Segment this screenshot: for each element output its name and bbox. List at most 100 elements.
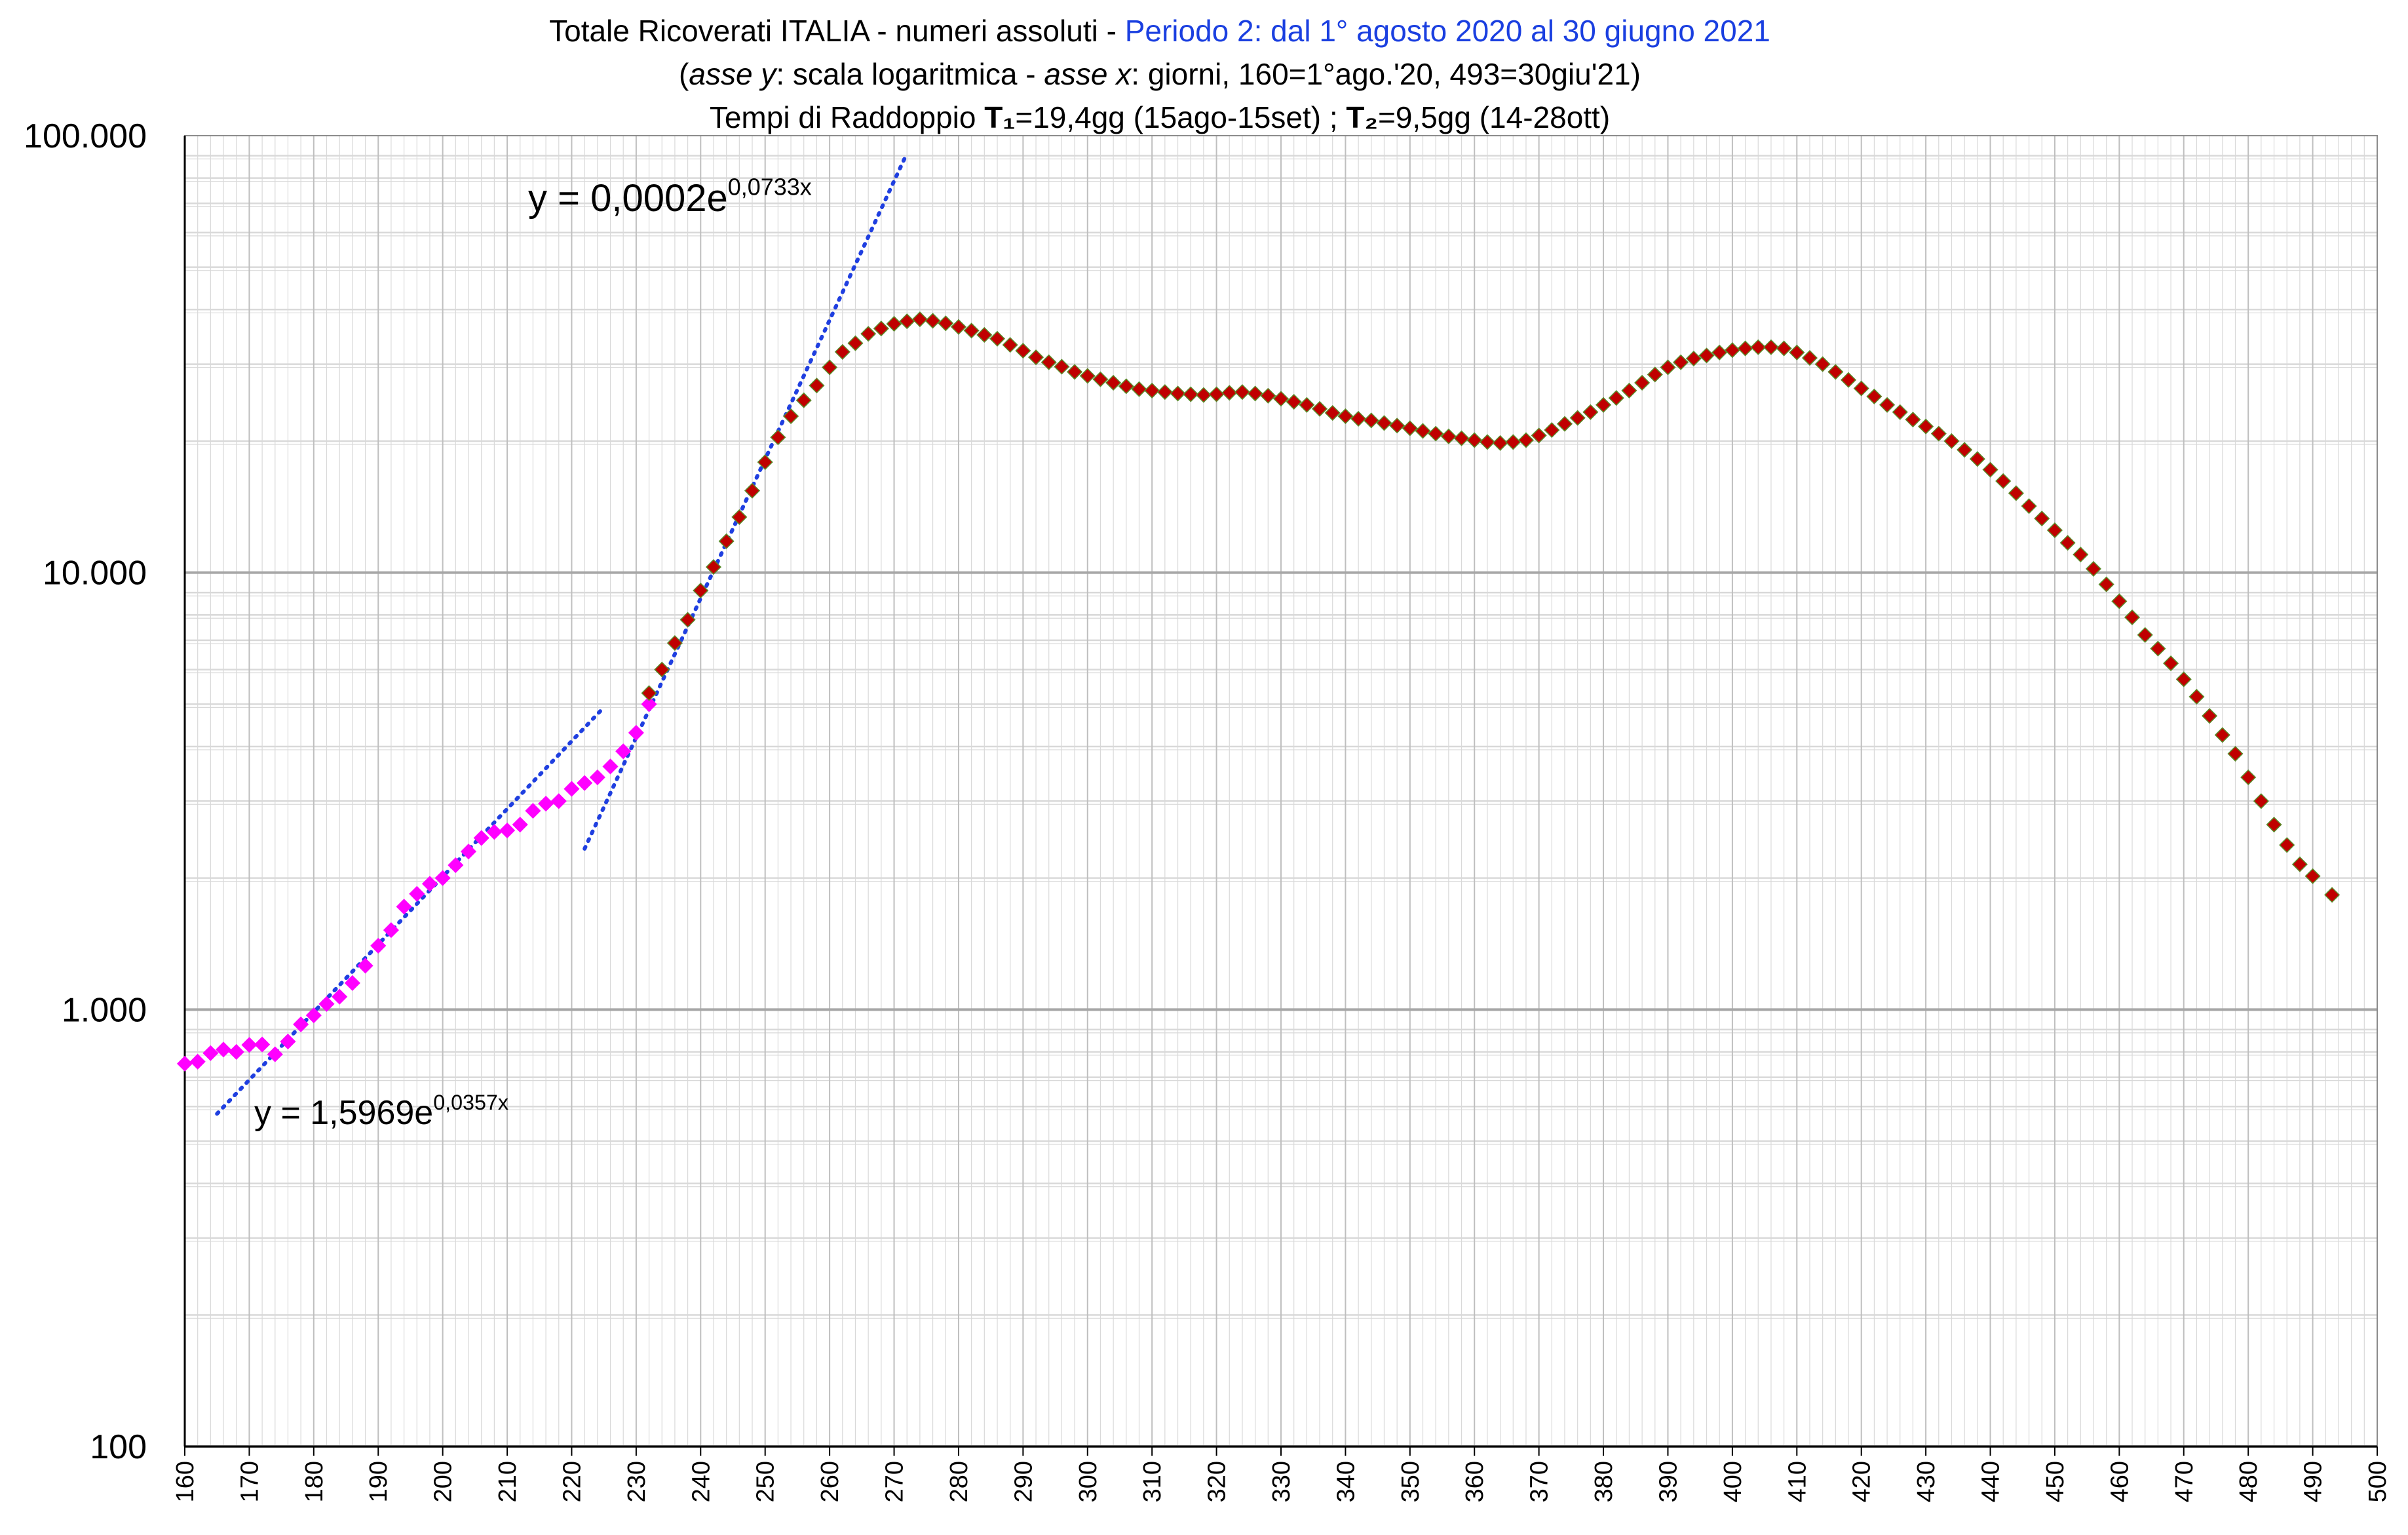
data-point [1272, 391, 1290, 407]
x-tick-label: 340 [1332, 1461, 1360, 1502]
data-point [2021, 498, 2037, 515]
data-point [1015, 343, 1031, 359]
data-point [1208, 386, 1225, 402]
title-t1: T₁ [984, 100, 1016, 134]
data-point [1776, 340, 1792, 357]
trendline-1 [215, 705, 606, 1116]
data-point [783, 408, 799, 425]
x-tick-label: 160 [172, 1461, 199, 1502]
data-point [886, 316, 902, 332]
data-point [1067, 364, 1083, 380]
data-point [860, 326, 877, 342]
data-point [525, 803, 541, 819]
data-point [1440, 428, 1457, 444]
data-point [2227, 745, 2244, 762]
x-tick-label: 380 [1590, 1461, 1618, 1502]
data-point [228, 1043, 244, 1060]
data-point [2111, 593, 2128, 610]
trendline-2 [583, 151, 909, 851]
data-point [1118, 378, 1134, 395]
data-point [1041, 354, 1057, 370]
data-point [938, 315, 954, 332]
data-point [1763, 339, 1779, 355]
x-tick-labels: 160 170 180 190 200 210 220 230 240 250 260 270 280 2… [172, 1461, 2392, 1502]
data-point [950, 319, 967, 335]
data-point [2291, 856, 2308, 872]
chart-title: Totale Ricoverati ITALIA - numeri assolu… [0, 9, 2320, 139]
data-point [873, 321, 889, 337]
title-t2-value: =9,5gg (14-28ott) [1377, 100, 1611, 134]
x-tick-label: 360 [1461, 1461, 1489, 1502]
x-tick-label: 280 [946, 1461, 973, 1502]
data-point [1982, 461, 1998, 478]
data-point [1156, 384, 1173, 400]
title-line-3: Tempi di Raddoppio T₁=19,4gg (15ago-15se… [0, 96, 2320, 139]
data-point [421, 876, 438, 892]
data-point [1969, 451, 1985, 467]
data-point [280, 1034, 296, 1050]
data-point [434, 870, 451, 886]
x-tick-label: 290 [1010, 1461, 1037, 1502]
x-tick-label: 210 [494, 1461, 522, 1502]
data-point [1918, 418, 1934, 435]
x-tick-label: 170 [236, 1461, 263, 1502]
data-point [705, 559, 722, 575]
data-point [731, 509, 748, 525]
trend-equation-exponent: 0,0357x [433, 1091, 508, 1114]
data-point [1711, 344, 1728, 360]
data-point [1840, 372, 1857, 388]
data-point [202, 1045, 219, 1061]
y-tick-labels: 100 1.000 10.000 100.000 [24, 117, 147, 1466]
data-point [1685, 350, 1702, 367]
data-point [1595, 397, 1612, 413]
data-point [241, 1037, 258, 1053]
data-point [1505, 434, 1521, 450]
data-point [615, 743, 632, 760]
data-point [1415, 423, 1431, 439]
minor-gridlines [185, 136, 2377, 1447]
data-point [1492, 435, 1508, 451]
x-tick-label: 370 [1526, 1461, 1554, 1502]
data-point [1930, 425, 1947, 442]
data-point [1673, 354, 1689, 370]
data-point [1879, 397, 1896, 413]
data-point [1131, 381, 1147, 397]
data-point [2008, 485, 2024, 501]
title-t2: T₂ [1346, 100, 1378, 134]
data-point [2214, 727, 2230, 743]
data-point [1324, 404, 1341, 421]
data-point [1698, 347, 1715, 364]
data-point [963, 322, 980, 339]
data-point [396, 899, 412, 915]
data-point [1518, 432, 1535, 448]
x-tick-label: 430 [1913, 1461, 1940, 1502]
x-tick-label: 470 [2171, 1461, 2198, 1502]
x-tick-label: 350 [1397, 1461, 1424, 1502]
data-point [176, 1055, 193, 1072]
data-point [1957, 442, 1973, 458]
data-point [1943, 433, 1960, 450]
data-point [2150, 640, 2166, 657]
data-point [1569, 410, 1586, 426]
x-tick-label: 460 [2106, 1461, 2133, 1502]
data-point [1234, 384, 1251, 400]
data-point [2253, 793, 2269, 809]
y-tick-label: 100 [90, 1428, 147, 1466]
data-point [1647, 366, 1663, 383]
data-point [2085, 560, 2102, 577]
data-point [1170, 385, 1186, 402]
title-doubling: Tempi di Raddoppio [709, 100, 985, 134]
y-tick-label: 100.000 [24, 117, 147, 155]
x-tick-label: 320 [1204, 1461, 1231, 1502]
data-point [847, 335, 864, 351]
data-point [2098, 576, 2114, 593]
data-point [499, 822, 516, 839]
data-point [641, 685, 657, 701]
x-tick-label: 200 [430, 1461, 457, 1502]
trend-equation-1: y = 1,5969e0,0357x [254, 1091, 508, 1132]
data-point [1905, 412, 1921, 428]
data-point [1853, 380, 1869, 397]
data-point [679, 612, 696, 628]
data-point [641, 696, 657, 712]
data-point [693, 582, 709, 599]
